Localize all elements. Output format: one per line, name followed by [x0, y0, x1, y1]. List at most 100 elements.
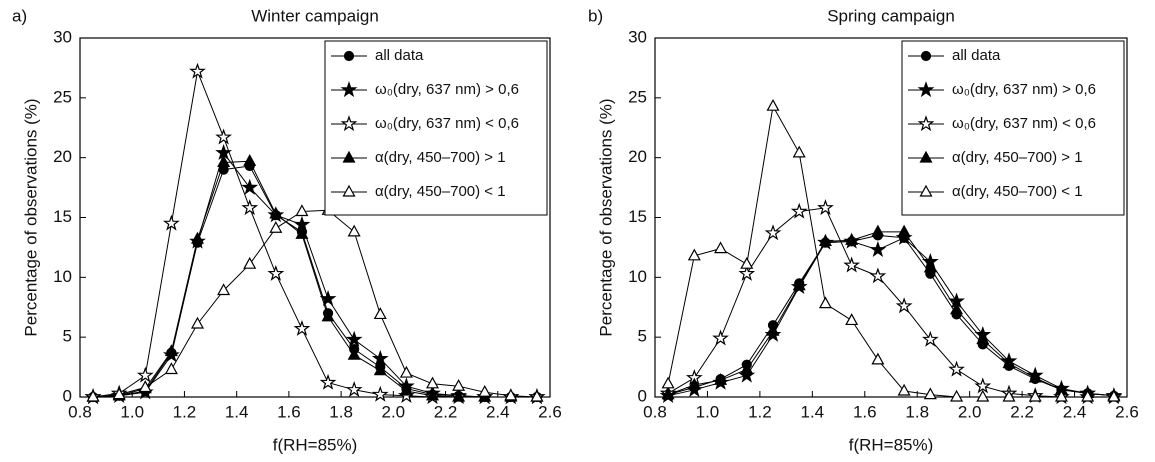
marker — [136, 366, 154, 383]
marker — [843, 256, 861, 273]
marker — [766, 323, 780, 336]
legend-label: ω₀(dry, 637 nm) < 0,6 — [375, 115, 519, 132]
marker — [792, 145, 806, 158]
y-tick-label: 5 — [638, 327, 647, 346]
marker — [1028, 389, 1042, 402]
legend-label: ω₀(dry, 637 nm) > 0,6 — [375, 81, 519, 98]
marker — [478, 384, 492, 397]
marker — [241, 178, 259, 195]
x-tick-label: 2.0 — [958, 402, 982, 421]
marker — [740, 362, 754, 375]
marker — [897, 224, 911, 237]
plot-frame — [654, 37, 1128, 398]
marker — [164, 362, 178, 375]
marker — [342, 184, 356, 197]
marker — [425, 376, 440, 389]
legend-label: ω₀(dry, 637 nm) > 0,6 — [952, 81, 1096, 98]
marker — [869, 240, 887, 257]
marker — [974, 377, 992, 394]
y-tick-label: 30 — [53, 27, 72, 46]
y-tick-label: 10 — [53, 267, 72, 286]
x-tick-label: 1.8 — [905, 402, 929, 421]
chart-title: Spring campaign — [827, 6, 955, 25]
marker — [371, 349, 389, 366]
marker — [687, 377, 701, 390]
marker — [687, 248, 701, 261]
marker — [817, 199, 834, 216]
x-tick-label: 2.2 — [1010, 402, 1034, 421]
marker — [319, 373, 337, 390]
marker — [738, 264, 756, 281]
marker — [164, 344, 178, 357]
marker — [818, 296, 832, 309]
marker — [138, 380, 152, 393]
marker — [321, 309, 335, 322]
series-line — [667, 237, 1114, 397]
chart-title: Winter campaign — [251, 6, 379, 25]
marker — [452, 378, 466, 391]
marker — [950, 302, 964, 315]
x-axis-label: f(RH=85%) — [273, 435, 358, 454]
marker — [295, 204, 309, 217]
panel-label: a) — [12, 6, 27, 25]
legend-box — [901, 40, 1125, 216]
marker — [112, 387, 126, 400]
marker — [189, 62, 206, 79]
marker — [921, 330, 939, 347]
marker — [243, 154, 257, 166]
marker — [399, 383, 413, 396]
marker — [976, 389, 990, 402]
y-tick-label: 15 — [53, 207, 72, 226]
marker — [243, 256, 257, 269]
marker — [347, 224, 361, 237]
marker — [1081, 389, 1095, 402]
marker — [241, 199, 259, 216]
marker — [399, 365, 413, 378]
marker — [190, 231, 205, 244]
marker — [86, 389, 100, 402]
marker — [661, 376, 675, 389]
x-tick-label: 1.4 — [801, 402, 825, 421]
marker — [269, 206, 283, 219]
x-tick-label: 1.2 — [173, 402, 197, 421]
marker — [895, 297, 913, 314]
legend-label: α(dry, 450–700) < 1 — [952, 183, 1083, 200]
x-tick-label: 2.6 — [538, 402, 562, 421]
x-tick-label: 2.4 — [1063, 402, 1087, 421]
marker — [215, 128, 233, 145]
y-tick-label: 25 — [53, 87, 72, 106]
marker — [919, 184, 933, 197]
legend-label: α(dry, 450–700) > 1 — [375, 149, 506, 166]
marker — [790, 202, 808, 219]
marker — [917, 115, 935, 132]
marker — [295, 227, 309, 239]
y-tick-label: 25 — [628, 87, 647, 106]
y-tick-label: 0 — [63, 386, 72, 405]
marker — [217, 283, 231, 296]
legend-label: all data — [952, 47, 1001, 64]
x-tick-label: 1.6 — [277, 402, 301, 421]
legend-label: α(dry, 450–700) > 1 — [952, 149, 1083, 166]
x-tick-label: 2.2 — [434, 402, 458, 421]
y-tick-label: 10 — [628, 267, 647, 286]
y-tick-label: 15 — [628, 207, 647, 226]
marker — [845, 232, 859, 245]
marker — [217, 155, 231, 168]
marker — [948, 360, 965, 377]
marker — [373, 363, 387, 376]
marker — [845, 313, 859, 326]
marker — [1107, 389, 1121, 402]
marker — [818, 234, 832, 247]
marker — [267, 264, 285, 281]
marker — [1002, 389, 1016, 402]
legend-label: ω₀(dry, 637 nm) < 0,6 — [952, 115, 1096, 132]
marker — [1028, 370, 1042, 383]
y-axis-label: Percentage of observations (%) — [596, 98, 615, 336]
marker — [319, 290, 337, 307]
marker — [917, 81, 935, 98]
marker — [897, 383, 911, 396]
marker — [869, 267, 887, 284]
marker — [714, 373, 728, 385]
series-line — [667, 104, 1114, 398]
